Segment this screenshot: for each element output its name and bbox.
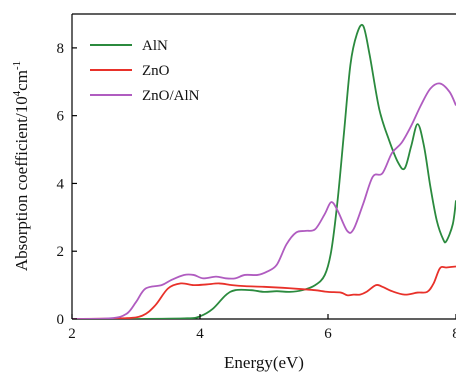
series-layer: [72, 23, 456, 319]
x-tick-label: 4: [196, 326, 204, 342]
x-tick-label: 8: [452, 326, 456, 342]
legend: AlN ZnO ZnO/AlN: [90, 38, 200, 104]
legend-label-zno-aln: ZnO/AlN: [142, 88, 200, 104]
series-line-zno-aln: [72, 82, 456, 319]
x-axis-label: Energy(eV): [224, 353, 304, 372]
x-tick-label: 6: [324, 326, 332, 342]
y-tick-label: 6: [57, 109, 65, 125]
y-axis-label: Absorption coefficient/104cm-1: [11, 61, 31, 271]
y-tick-label: 2: [57, 244, 65, 260]
y-tick-label: 0: [57, 312, 65, 328]
y-tick-label: 4: [57, 176, 65, 192]
y-tick-label: 8: [57, 41, 65, 57]
x-tick-label: 2: [68, 326, 76, 342]
legend-label-zno: ZnO: [142, 63, 170, 79]
legend-label-aln: AlN: [142, 38, 168, 54]
series-line-aln: [72, 23, 456, 319]
series-line-zno: [72, 265, 456, 319]
